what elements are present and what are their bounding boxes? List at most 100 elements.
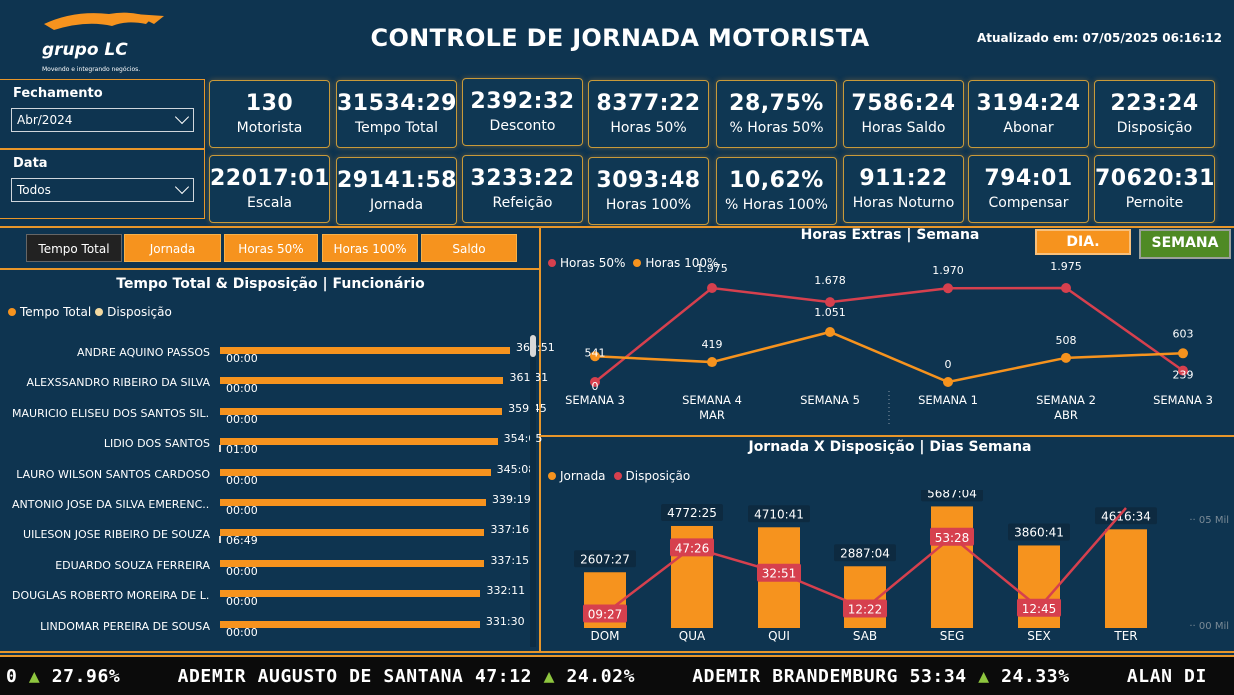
kpi-value: 70620:31 <box>1095 166 1215 191</box>
kpi-card: 911:22 Horas Noturno <box>843 155 964 223</box>
bar-label-bg <box>661 503 723 521</box>
ticker-pct: 27.96% <box>51 666 121 687</box>
tab-saldo[interactable]: Saldo <box>421 234 517 262</box>
kpi-card: 70620:31 Pernoite <box>1094 155 1215 223</box>
tempo-total-label: 331:30 <box>485 614 525 628</box>
employee-name: LAURO WILSON SANTOS CARDOSO <box>16 467 210 481</box>
legend-label: Disposição <box>625 469 691 483</box>
select-value: Abr/2024 <box>17 113 73 127</box>
kpi-card: 3233:22 Refeição <box>462 155 583 223</box>
updated-timestamp: Atualizado em: 07/05/2025 06:16:12 <box>976 31 1222 45</box>
kpi-card: 3194:24 Abonar <box>968 80 1089 148</box>
tempo-total-bar[interactable] <box>220 529 485 537</box>
data-select[interactable]: Todos <box>11 178 194 202</box>
data-label: 1.975 <box>696 262 728 275</box>
data-label: 0 <box>592 380 599 393</box>
data-point <box>1061 283 1071 293</box>
kpi-card: 7586:24 Horas Saldo <box>843 80 964 148</box>
data-point <box>1178 348 1188 359</box>
tempo-total-bar[interactable] <box>220 377 504 385</box>
data-label: 508 <box>1056 334 1077 347</box>
data-label: 0 <box>945 358 952 371</box>
ticker-text: 0 ▲ 27.96% ADEMIR AUGUSTO DE SANTANA 47:… <box>6 666 1207 687</box>
tempo-total-label: 337:16 <box>490 523 530 537</box>
dia-toggle-button[interactable]: DIA. <box>1035 229 1131 255</box>
tempo-total-bar[interactable] <box>220 468 491 476</box>
tempo-total-bar[interactable] <box>220 407 503 415</box>
ticker-name: ADEMIR BRANDEMBURG <box>692 666 899 687</box>
kpi-card: 794:01 Compensar <box>968 155 1089 223</box>
y-tick-label: ·· 05 Mil <box>1189 515 1229 526</box>
bar-value-label: 2887:04 <box>840 546 890 560</box>
metric-tabs-bar <box>0 226 541 270</box>
x-tick-label: SEMANA 4 <box>682 393 742 407</box>
data-point <box>825 297 835 308</box>
employee-name: ANDRE AQUINO PASSOS <box>76 346 210 359</box>
y-tick-label: ·· 00 Mil <box>1189 621 1229 632</box>
data-point <box>590 351 600 362</box>
tempo-total-bar[interactable] <box>220 620 480 628</box>
week-chart-legend: Horas 50% Horas 100% <box>548 256 718 270</box>
tempo-total-bar[interactable] <box>220 499 487 506</box>
kpi-value: 223:24 <box>1110 91 1199 116</box>
semana-toggle-button[interactable]: SEMANA <box>1139 229 1231 259</box>
disposicao-value-label: 47:26 <box>675 541 710 555</box>
scrollbar-track[interactable] <box>530 335 536 647</box>
tempo-total-label: 332:11 <box>486 584 526 598</box>
tempo-total-bar[interactable] <box>220 590 481 598</box>
scrollbar-thumb[interactable] <box>530 335 536 357</box>
disposicao-value-label: 12:45 <box>1022 602 1057 616</box>
filter-data: Data Todos <box>0 149 205 219</box>
kpi-label: Pernoite <box>1125 195 1184 211</box>
data-point <box>943 283 953 294</box>
dia-chart-panel <box>541 437 1234 653</box>
disposicao-label-bg <box>843 599 887 618</box>
ticker-name: ADEMIR AUGUSTO DE SANTANA <box>177 666 464 687</box>
disposicao-label-bg <box>757 563 801 582</box>
bar-label-bg <box>574 550 636 568</box>
disposicao-label-bg <box>930 527 974 546</box>
chevron-down-icon <box>174 109 190 125</box>
employee-name: DOUGLAS ROBERTO MOREIRA DE L... <box>12 589 210 603</box>
x-tick-label: TER <box>1113 629 1137 643</box>
disposicao-label: 01:00 <box>226 443 258 457</box>
x-tick-label: QUA <box>679 629 706 643</box>
x-group-label: ABR <box>1054 408 1078 422</box>
filter-fechamento: Fechamento Abr/2024 <box>0 79 205 149</box>
up-arrow-icon: ▲ <box>978 666 990 687</box>
x-tick-label: SEMANA 3 <box>565 393 625 407</box>
kpi-label: % Horas 100% <box>725 197 828 213</box>
legend-dot <box>95 308 104 316</box>
ticker-pct: 24.02% <box>566 666 636 687</box>
data-label: 419 <box>702 338 723 351</box>
disposicao-label-bg <box>583 604 627 623</box>
data-point <box>943 377 953 387</box>
kpi-card: 8377:22 Horas 50% <box>588 80 709 148</box>
tempo-total-bar[interactable] <box>220 347 510 354</box>
select-value: Todos <box>17 183 51 197</box>
x-tick-label: SAB <box>853 629 877 643</box>
kpi-value: 794:01 <box>984 166 1073 191</box>
kpi-label: Escala <box>247 195 292 211</box>
employee-chart-panel <box>0 270 541 653</box>
x-tick-label: SEMANA 5 <box>800 393 860 407</box>
bar-label-bg <box>921 490 983 502</box>
fechamento-select[interactable]: Abr/2024 <box>11 108 194 132</box>
data-point <box>1061 352 1071 363</box>
kpi-value: 3093:48 <box>596 168 701 193</box>
dia-bar-chart: ·· 05 Mil ·· 00 Mil 2607:27 4772:25 4710:41 2… <box>574 490 1229 643</box>
disposicao-label: 00:00 <box>226 625 258 639</box>
tab-tempo-total[interactable]: Tempo Total <box>26 234 122 262</box>
disposicao-bar[interactable] <box>219 536 221 544</box>
legend-label: Tempo Total <box>20 305 92 319</box>
tab-horas-100[interactable]: Horas 100% <box>322 234 418 262</box>
disposicao-bar[interactable] <box>219 445 221 453</box>
tab-horas-50[interactable]: Horas 50% <box>224 234 318 262</box>
kpi-value: 3233:22 <box>470 166 575 191</box>
ticker-pct: 24.33% <box>1001 666 1070 687</box>
tempo-total-bar[interactable] <box>220 559 485 567</box>
disposicao-label: 00:00 <box>226 564 258 578</box>
tempo-total-bar[interactable] <box>220 438 498 446</box>
bar-value-label: 5687:04 <box>927 490 977 500</box>
tab-jornada[interactable]: Jornada <box>124 234 221 262</box>
